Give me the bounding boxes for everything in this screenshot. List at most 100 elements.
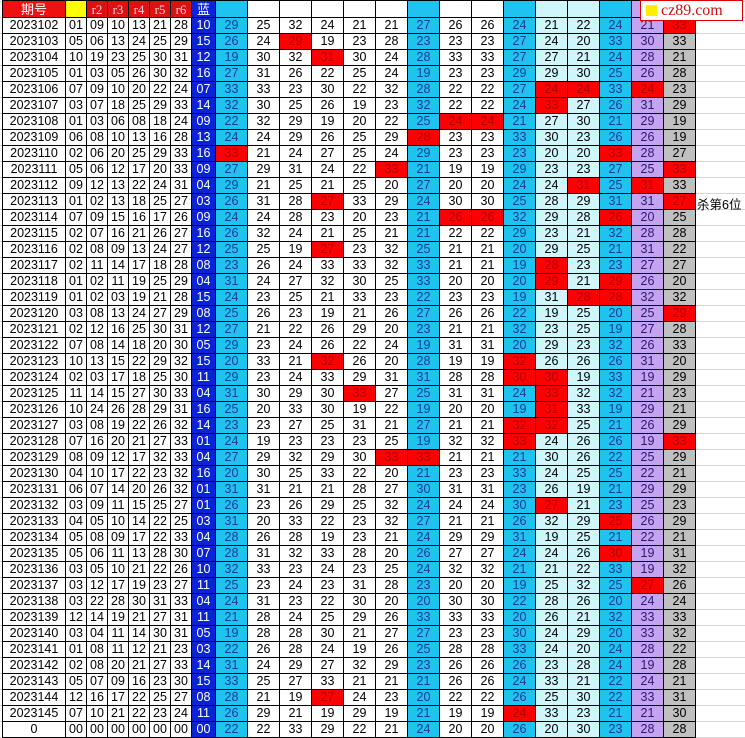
stat-cell[interactable]: 22 [343, 337, 376, 354]
red-ball-cell[interactable]: 03 [65, 97, 87, 114]
header-r6[interactable]: r6 [170, 0, 192, 18]
stat-cell[interactable]: 33 [279, 721, 312, 738]
stat-cell[interactable]: 22 [439, 689, 472, 706]
stat-cell[interactable]: 26 [215, 225, 248, 242]
stat-cell[interactable]: 30 [567, 113, 600, 130]
stat-cell[interactable]: 23 [343, 33, 376, 50]
stat-cell[interactable]: 31 [343, 577, 376, 594]
stat-cell[interactable]: 25 [567, 321, 600, 338]
red-ball-cell[interactable]: 25 [170, 513, 192, 530]
stat-cell[interactable]: 25 [343, 145, 376, 162]
stat-cell[interactable]: 26 [439, 17, 472, 34]
stat-cell[interactable]: 26 [599, 129, 632, 146]
red-ball-cell[interactable]: 18 [107, 97, 129, 114]
stat-cell[interactable]: 31 [247, 65, 280, 82]
stat-cell-marked[interactable]: 27 [311, 689, 344, 706]
red-ball-cell[interactable]: 22 [149, 561, 171, 578]
issue-cell[interactable]: 2023106 [2, 81, 66, 98]
red-ball-cell[interactable]: 06 [65, 129, 87, 146]
stat-cell[interactable]: 23 [471, 145, 504, 162]
red-ball-cell[interactable]: 17 [107, 465, 129, 482]
header-stat-col-12[interactable] [567, 0, 600, 18]
stat-cell[interactable]: 26 [567, 545, 600, 562]
stat-cell[interactable]: 23 [311, 433, 344, 450]
stat-cell-marked[interactable]: 26 [471, 209, 504, 226]
red-ball-cell[interactable]: 24 [170, 113, 192, 130]
red-ball-cell[interactable]: 31 [170, 625, 192, 642]
stat-cell[interactable]: 26 [375, 609, 408, 626]
red-ball-cell[interactable]: 08 [65, 449, 87, 466]
stat-cell[interactable]: 27 [407, 513, 440, 530]
red-ball-cell[interactable]: 16 [86, 689, 108, 706]
stat-cell[interactable]: 20 [439, 577, 472, 594]
stat-cell[interactable]: 27 [567, 97, 600, 114]
stat-cell[interactable]: 26 [631, 417, 664, 434]
issue-cell[interactable]: 2023122 [2, 337, 66, 354]
red-ball-cell[interactable]: 30 [170, 337, 192, 354]
issue-cell[interactable]: 2023113 [2, 193, 66, 210]
stat-cell[interactable]: 19 [311, 705, 344, 722]
stat-cell[interactable]: 33 [599, 81, 632, 98]
red-ball-cell[interactable]: 27 [170, 225, 192, 242]
stat-cell[interactable]: 22 [663, 641, 696, 658]
stat-cell[interactable]: 29 [631, 481, 664, 498]
stat-cell[interactable]: 19 [471, 705, 504, 722]
stat-cell[interactable]: 21 [407, 705, 440, 722]
blue-ball-cell[interactable]: 04 [191, 177, 216, 194]
stat-cell[interactable]: 22 [215, 721, 248, 738]
red-ball-cell[interactable]: 11 [65, 385, 87, 402]
red-ball-cell[interactable]: 30 [170, 545, 192, 562]
red-ball-cell[interactable]: 09 [86, 449, 108, 466]
stat-cell[interactable]: 25 [567, 241, 600, 258]
header-stat-col-4[interactable] [311, 0, 344, 18]
stat-cell[interactable]: 22 [567, 17, 600, 34]
stat-cell[interactable]: 33 [599, 33, 632, 50]
stat-cell[interactable]: 26 [311, 97, 344, 114]
stat-cell-marked[interactable]: 30 [535, 369, 568, 386]
stat-cell[interactable]: 19 [407, 337, 440, 354]
stat-cell[interactable]: 20 [599, 625, 632, 642]
red-ball-cell[interactable]: 13 [107, 33, 129, 50]
stat-cell[interactable]: 22 [631, 465, 664, 482]
stat-cell[interactable]: 28 [279, 625, 312, 642]
stat-cell[interactable]: 31 [215, 273, 248, 290]
stat-cell[interactable]: 23 [311, 209, 344, 226]
stat-cell[interactable]: 29 [567, 193, 600, 210]
stat-cell[interactable]: 33 [599, 561, 632, 578]
stat-cell[interactable]: 30 [535, 449, 568, 466]
stat-cell[interactable]: 22 [439, 225, 472, 242]
stat-cell-marked[interactable]: 33 [215, 145, 248, 162]
red-ball-cell[interactable]: 01 [65, 113, 87, 130]
red-ball-cell[interactable]: 33 [170, 97, 192, 114]
stat-cell[interactable]: 22 [343, 465, 376, 482]
stat-cell[interactable]: 29 [343, 369, 376, 386]
issue-cell[interactable]: 2023131 [2, 481, 66, 498]
stat-cell[interactable]: 26 [599, 433, 632, 450]
stat-cell[interactable]: 26 [631, 337, 664, 354]
stat-cell[interactable]: 21 [375, 721, 408, 738]
red-ball-cell[interactable]: 13 [86, 353, 108, 370]
stat-cell[interactable]: 24 [503, 673, 536, 690]
blue-ball-cell[interactable]: 14 [191, 97, 216, 114]
red-ball-cell[interactable]: 09 [86, 17, 108, 34]
stat-cell[interactable]: 32 [439, 433, 472, 450]
stat-cell[interactable]: 31 [663, 545, 696, 562]
stat-cell[interactable]: 29 [663, 513, 696, 530]
header-stat-col-8[interactable] [439, 0, 472, 18]
stat-cell[interactable]: 20 [375, 321, 408, 338]
stat-cell[interactable]: 20 [247, 513, 280, 530]
stat-cell[interactable]: 23 [215, 257, 248, 274]
red-ball-cell[interactable]: 10 [86, 705, 108, 722]
stat-cell[interactable]: 29 [471, 529, 504, 546]
stat-cell[interactable]: 19 [471, 353, 504, 370]
red-ball-cell[interactable]: 17 [128, 529, 150, 546]
stat-cell[interactable]: 25 [247, 17, 280, 34]
stat-cell[interactable]: 22 [247, 721, 280, 738]
stat-cell[interactable]: 22 [311, 65, 344, 82]
stat-cell[interactable]: 20 [471, 577, 504, 594]
red-ball-cell[interactable]: 26 [170, 209, 192, 226]
stat-cell[interactable]: 23 [599, 257, 632, 274]
stat-cell[interactable]: 31 [439, 481, 472, 498]
stat-cell-marked[interactable]: 28 [599, 289, 632, 306]
issue-cell[interactable]: 2023102 [2, 17, 66, 34]
